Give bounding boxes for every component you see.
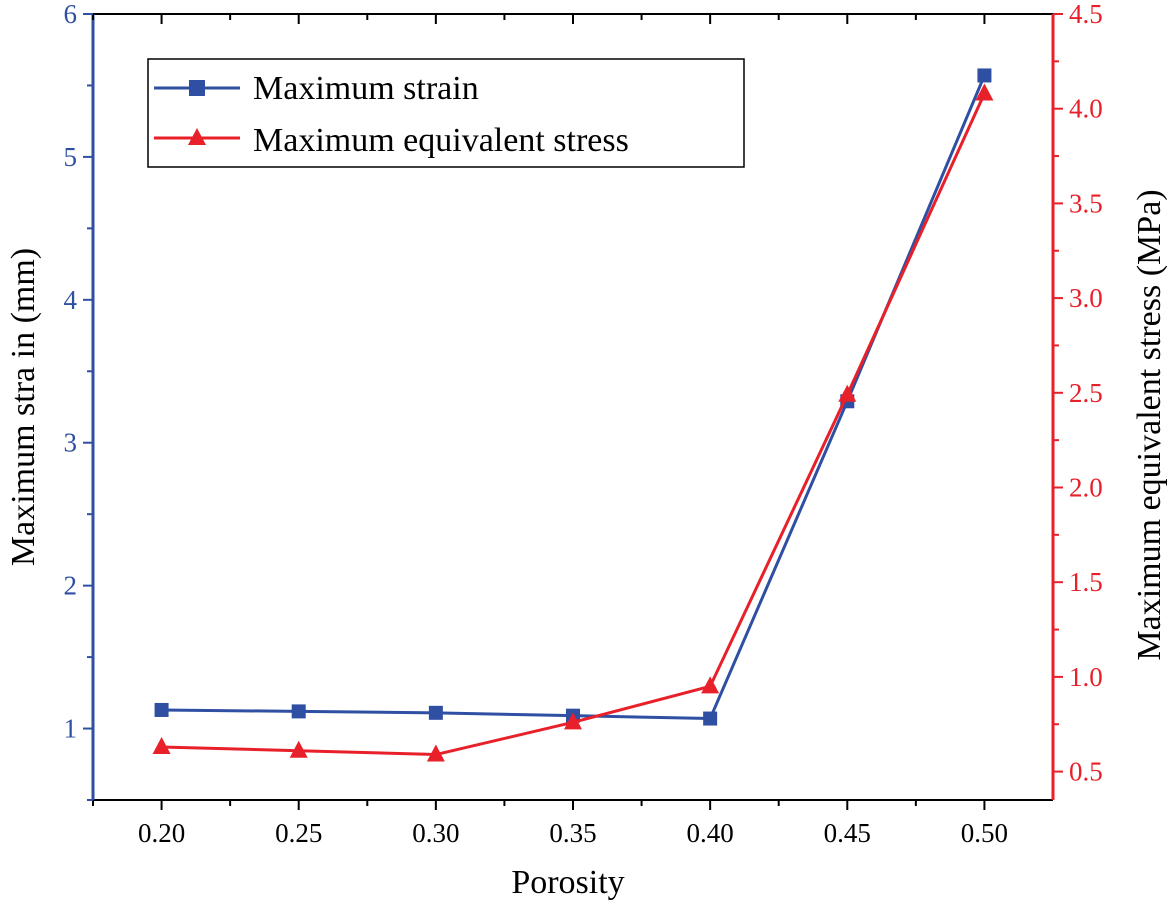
data-point-stress: [426, 744, 445, 762]
x-tick-label: 0.40: [687, 818, 734, 848]
x-axis-title: Porosity: [511, 864, 624, 901]
x-axis-ticks: 0.20 0.25 0.30 0.35 0.40 0.45 0.50: [92, 14, 1008, 848]
data-point-stress: [701, 676, 720, 694]
left-y-axis-title: Maximum stra in (mm): [5, 248, 42, 566]
left-y-tick-label: 4: [64, 285, 78, 315]
left-y-tick-label: 3: [64, 428, 78, 458]
x-tick-label: 0.35: [549, 818, 596, 848]
left-y-tick-label: 6: [64, 0, 78, 29]
left-y-tick-label: 5: [64, 142, 78, 172]
x-tick-label: 0.30: [412, 818, 459, 848]
data-point-stress: [152, 736, 171, 754]
right-y-tick-label: 2.0: [1069, 472, 1103, 502]
x-tick-label: 0.20: [138, 818, 185, 848]
right-y-tick-label: 3.5: [1069, 188, 1103, 218]
data-point-strain: [977, 68, 992, 83]
right-y-axis-ticks: 0.5 1.0 1.5 2.0 2.5 3.0 3.5 4.0 4.5: [1053, 0, 1103, 787]
legend-marker-stress: [188, 128, 206, 145]
data-point-strain: [428, 705, 443, 720]
right-y-tick-label: 1.0: [1069, 662, 1103, 692]
left-y-axis-ticks: 1 2 3 4 5 6: [64, 0, 93, 801]
right-y-tick-label: 4.0: [1069, 94, 1103, 124]
right-y-tick-label: 0.5: [1069, 757, 1103, 787]
right-y-tick-label: 1.5: [1069, 567, 1103, 597]
x-tick-label: 0.45: [824, 818, 871, 848]
x-tick-label: 0.25: [275, 818, 322, 848]
left-y-tick-label: 1: [64, 714, 78, 744]
data-point-stress: [289, 740, 308, 758]
right-y-tick-label: 4.5: [1069, 0, 1103, 29]
data-point-stress: [975, 83, 994, 101]
left-y-tick-label: 2: [64, 571, 78, 601]
data-point-stress: [838, 384, 857, 402]
legend-box: [147, 58, 745, 168]
data-point-strain: [291, 704, 306, 719]
data-point-strain: [154, 702, 169, 717]
series-layer: [152, 68, 994, 762]
right-y-tick-label: 3.0: [1069, 283, 1103, 313]
legend-marker-strain: [189, 80, 205, 96]
right-y-tick-label: 2.5: [1069, 378, 1103, 408]
right-y-axis-title: Maximum equivalent stress (MPa): [1131, 189, 1168, 660]
legend-label-strain: Maximum strain: [253, 70, 479, 107]
data-point-stress: [564, 712, 582, 730]
data-point-strain: [703, 711, 718, 726]
x-tick-label: 0.50: [961, 818, 1008, 848]
legend: Maximum strain Maximum equivalent stress: [147, 58, 745, 168]
legend-label-stress: Maximum equivalent stress: [253, 122, 629, 159]
